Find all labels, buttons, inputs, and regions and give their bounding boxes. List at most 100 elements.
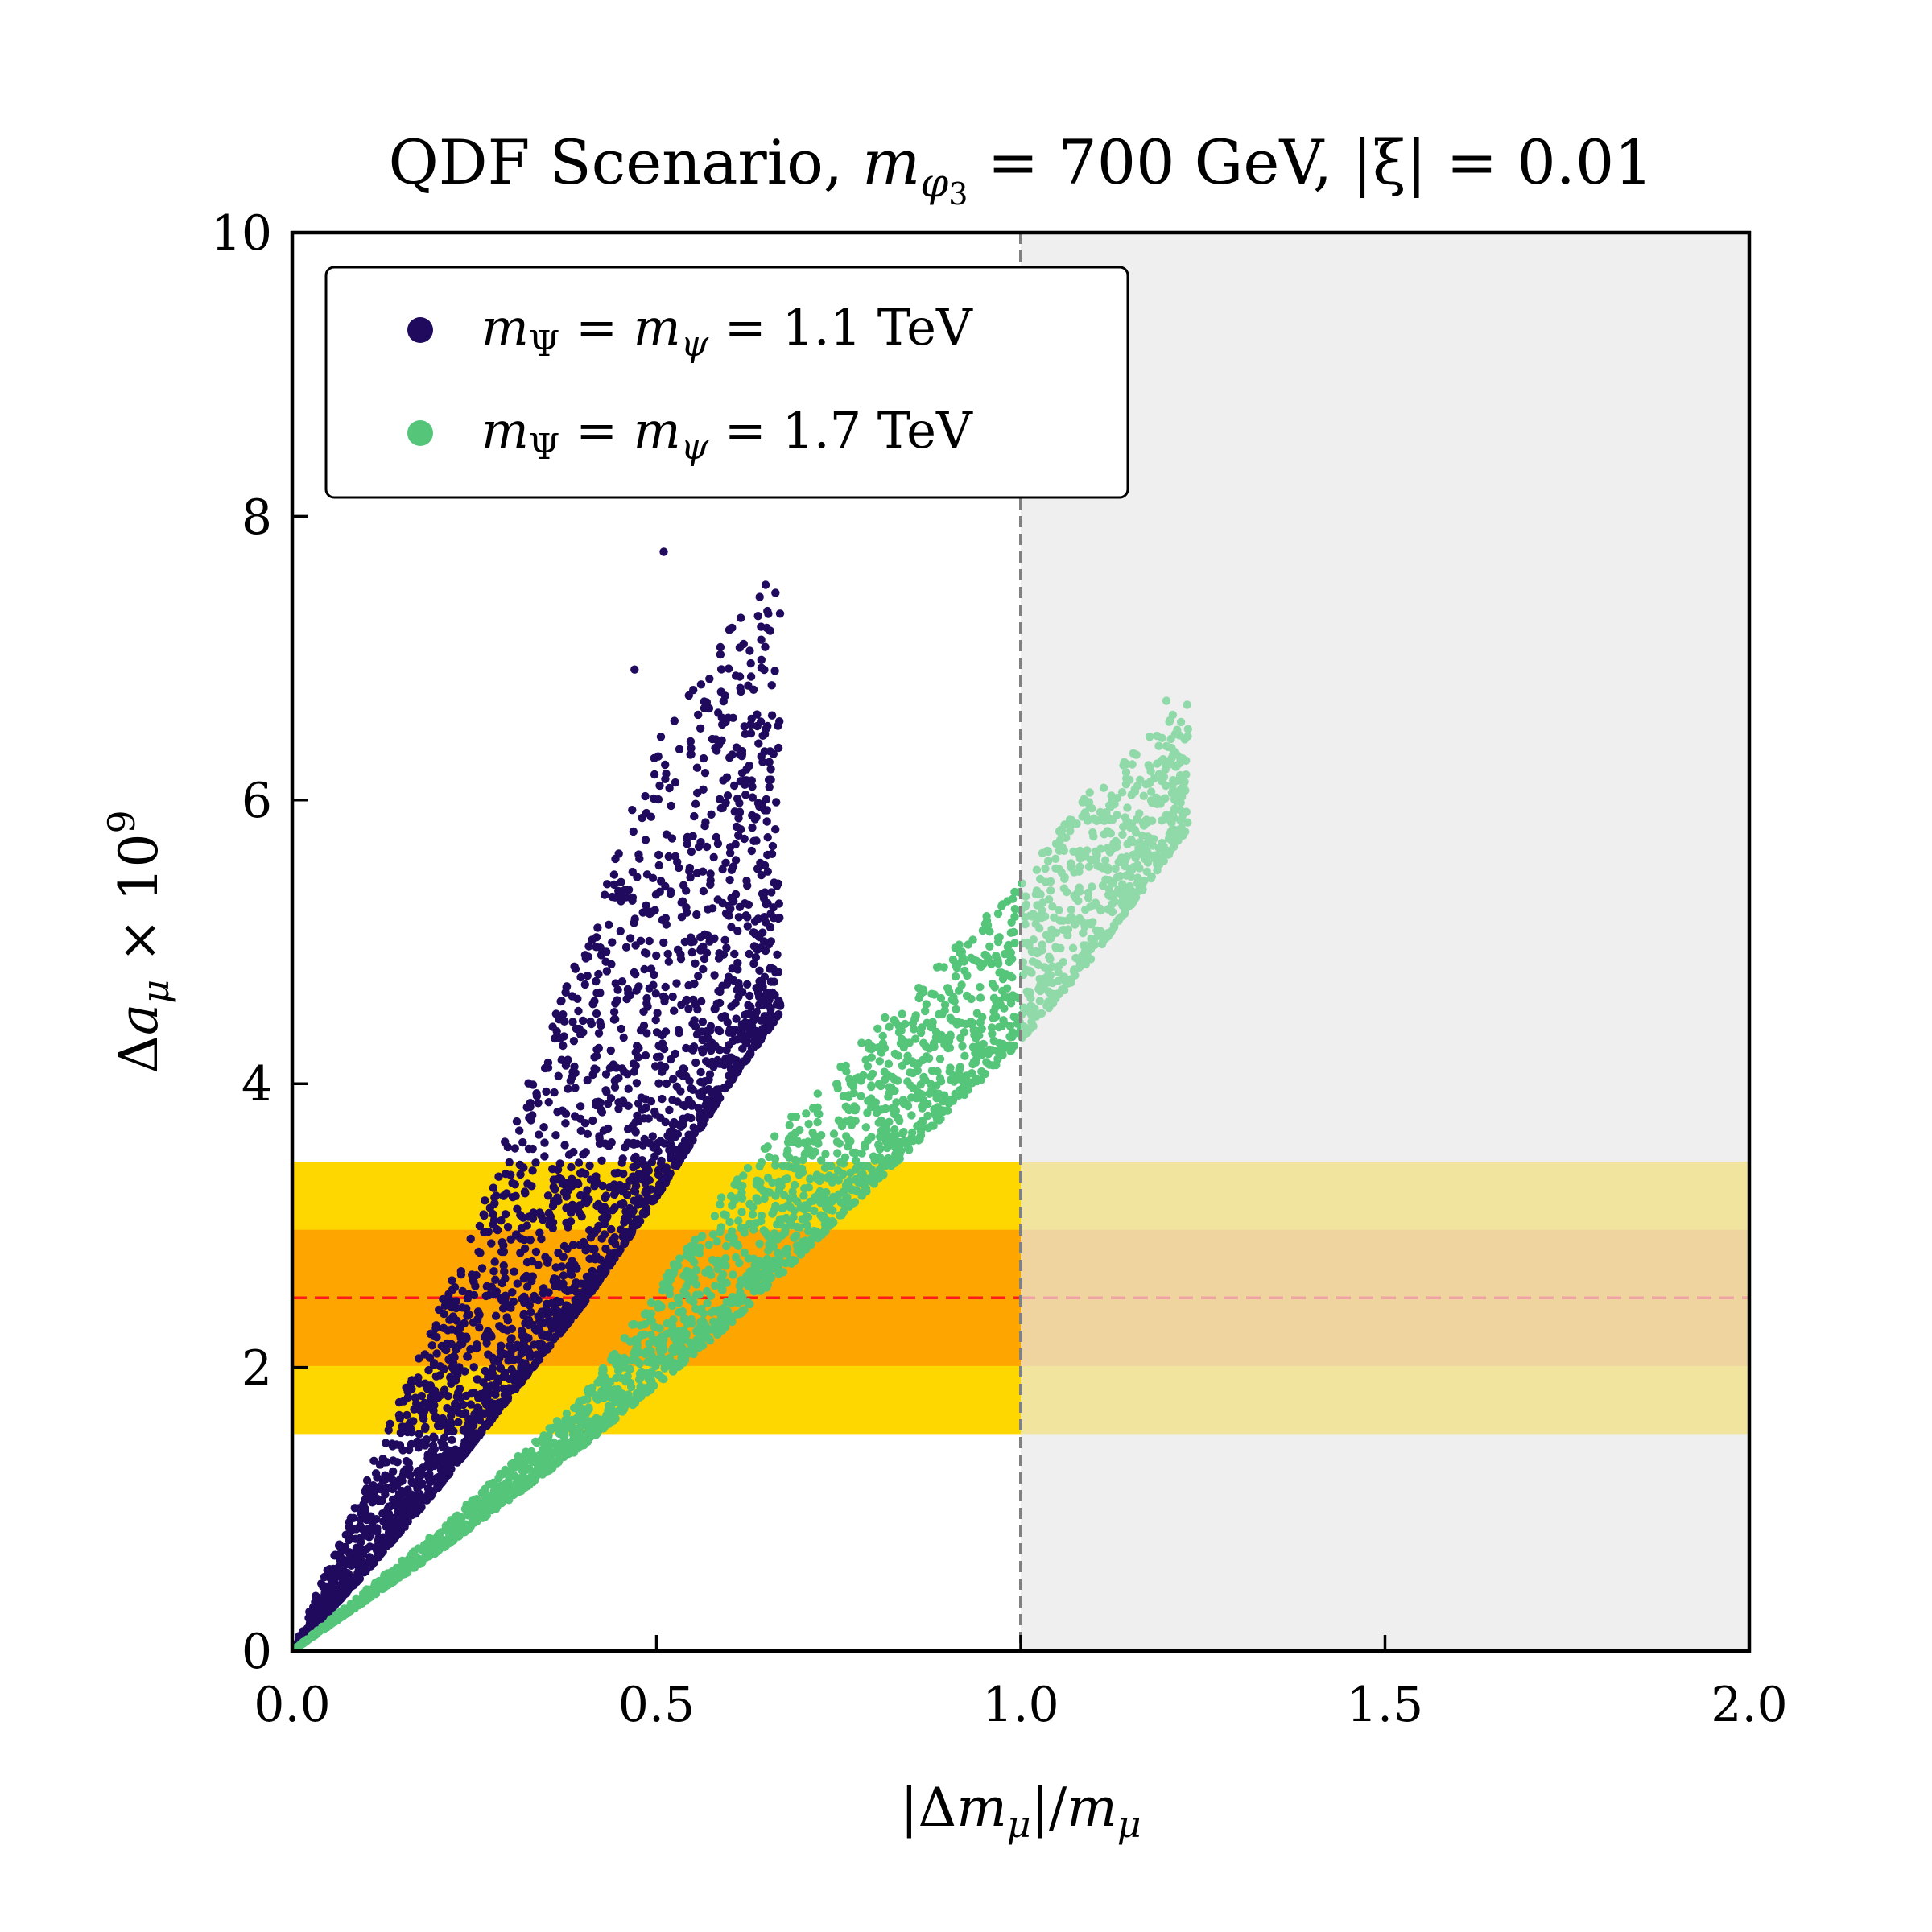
data-point: [633, 1111, 642, 1121]
data-point: [674, 1159, 683, 1168]
data-point: [559, 1241, 569, 1251]
data-point: [748, 811, 757, 820]
data-point: [361, 1531, 371, 1540]
data-point: [513, 1204, 522, 1213]
data-point: [556, 1325, 565, 1335]
data-point: [904, 1145, 914, 1154]
data-point: [1038, 940, 1046, 949]
data-point: [919, 1038, 928, 1047]
data-point: [402, 1410, 411, 1420]
data-point: [686, 737, 696, 746]
data-point: [658, 1094, 667, 1104]
data-point: [698, 1018, 708, 1026]
data-point: [671, 778, 680, 787]
data-point: [480, 1211, 489, 1220]
data-point: [749, 960, 758, 968]
data-point: [775, 717, 784, 726]
data-point: [706, 1022, 716, 1031]
data-point: [402, 1427, 412, 1437]
data-point: [434, 1483, 443, 1492]
data-point: [911, 1034, 920, 1043]
data-point: [657, 1174, 667, 1183]
data-point: [707, 810, 716, 819]
data-point: [617, 897, 625, 906]
data-point: [757, 870, 766, 880]
data-point: [702, 842, 712, 852]
data-point: [729, 1270, 737, 1279]
data-point: [782, 1174, 791, 1183]
data-point: [866, 1072, 875, 1081]
data-point: [666, 1169, 675, 1178]
data-point: [383, 1569, 392, 1578]
data-point: [827, 1162, 836, 1170]
data-point: [745, 1050, 754, 1059]
data-point: [792, 1162, 801, 1171]
data-point: [641, 1165, 650, 1174]
data-point: [687, 749, 696, 759]
data-point: [867, 1081, 876, 1090]
data-point: [686, 933, 696, 942]
data-point: [768, 841, 778, 851]
data-point: [680, 1101, 690, 1111]
data-point: [989, 993, 999, 1003]
data-point: [687, 847, 696, 857]
data-point: [488, 1369, 497, 1378]
data-point: [700, 1077, 709, 1086]
data-point: [601, 1086, 610, 1095]
data-point: [650, 970, 658, 980]
data-point: [729, 1238, 738, 1247]
data-point: [424, 1473, 433, 1482]
data-point: [856, 1162, 865, 1170]
data-point: [509, 1297, 518, 1307]
data-point: [514, 1343, 523, 1352]
data-point: [646, 1347, 655, 1356]
data-point: [718, 803, 727, 812]
data-point: [739, 1171, 748, 1180]
data-point: [1007, 918, 1016, 927]
data-point: [442, 1345, 451, 1355]
data-point: [745, 1299, 754, 1309]
data-point: [609, 880, 619, 890]
data-point: [480, 1332, 489, 1342]
data-point: [658, 1067, 667, 1076]
data-point: [345, 1548, 353, 1557]
data-point: [688, 1085, 697, 1095]
data-point: [755, 592, 764, 601]
data-point: [685, 1137, 695, 1147]
data-point: [749, 1225, 758, 1234]
data-point: [605, 920, 613, 930]
data-point: [763, 867, 772, 876]
data-point: [402, 1488, 411, 1497]
data-point: [708, 1057, 716, 1067]
data-point: [454, 1418, 463, 1427]
data-point: [616, 1245, 625, 1254]
data-point: [611, 1240, 620, 1249]
data-point: [489, 1183, 498, 1192]
data-point: [701, 818, 710, 827]
data-point: [555, 1159, 564, 1168]
data-point: [675, 1293, 683, 1302]
data-point: [512, 1231, 521, 1240]
data-point: [588, 1116, 597, 1125]
data-point: [708, 1038, 716, 1047]
data-point: [354, 1572, 364, 1582]
data-point: [575, 1397, 584, 1406]
data-point: [473, 1315, 482, 1324]
data-point: [633, 1393, 642, 1402]
data-point: [924, 1123, 933, 1133]
data-point: [881, 1075, 890, 1084]
data-point: [691, 1058, 700, 1067]
data-point: [667, 1301, 677, 1311]
data-point: [761, 918, 770, 927]
data-point: [409, 1497, 418, 1506]
data-point: [593, 1378, 602, 1387]
data-point: [766, 626, 774, 635]
data-point: [630, 914, 639, 923]
data-point: [597, 1422, 606, 1431]
data-point: [704, 931, 712, 940]
data-point: [551, 1185, 559, 1194]
data-point: [746, 658, 755, 668]
data-point: [631, 1061, 640, 1071]
data-point: [523, 1345, 533, 1354]
data-point: [528, 1166, 537, 1175]
